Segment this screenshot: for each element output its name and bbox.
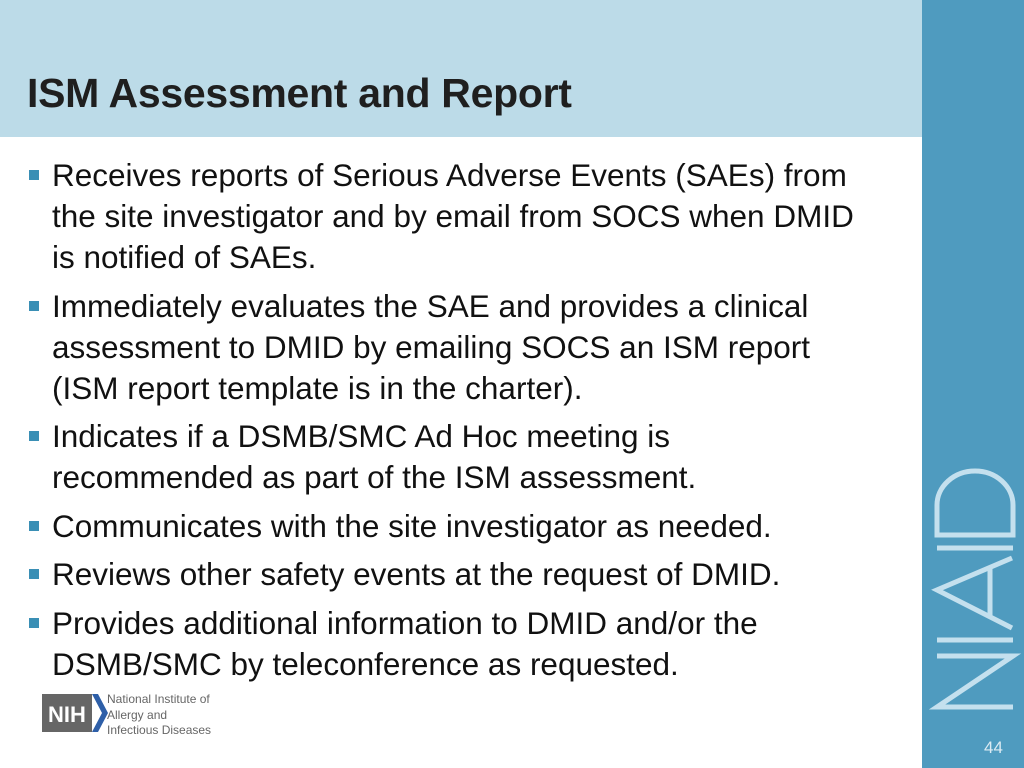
- niaid-letter-n: [928, 653, 1022, 710]
- page-number: 44: [984, 738, 1003, 757]
- bullet-item: Immediately evaluates the SAE and provid…: [0, 286, 880, 409]
- niaid-wordmark-logo: [928, 468, 1022, 710]
- niaid-letter-a: [931, 555, 1014, 631]
- bullet-square-icon: [29, 300, 39, 311]
- bullet-square-icon: [29, 520, 39, 531]
- bullet-item: Receives reports of Serious Adverse Even…: [0, 155, 880, 278]
- slide-title: ISM Assessment and Report: [27, 70, 572, 116]
- side-bar: 44: [922, 0, 1024, 768]
- nih-institute-name: National Institute of Allergy and Infect…: [107, 692, 212, 737]
- bullet-item: Communicates with the site investigator …: [0, 506, 880, 547]
- bullet-item: Provides additional information to DMID …: [0, 603, 880, 685]
- bullet-square-icon: [29, 170, 39, 180]
- bullet-item: Reviews other safety events at the reque…: [0, 554, 880, 595]
- nih-logo: NIH: [42, 694, 108, 732]
- bullet-square-icon: [29, 431, 39, 441]
- bullet-square-icon: [29, 617, 39, 628]
- bullet-list: Receives reports of Serious Adverse Even…: [0, 155, 880, 692]
- niaid-letter-d: [934, 468, 1016, 538]
- svg-text:NIH: NIH: [48, 702, 86, 727]
- bullet-item: Indicates if a DSMB/SMC Ad Hoc meeting i…: [0, 416, 880, 498]
- bullet-square-icon: [29, 569, 39, 579]
- title-bar: ISM Assessment and Report: [0, 0, 922, 137]
